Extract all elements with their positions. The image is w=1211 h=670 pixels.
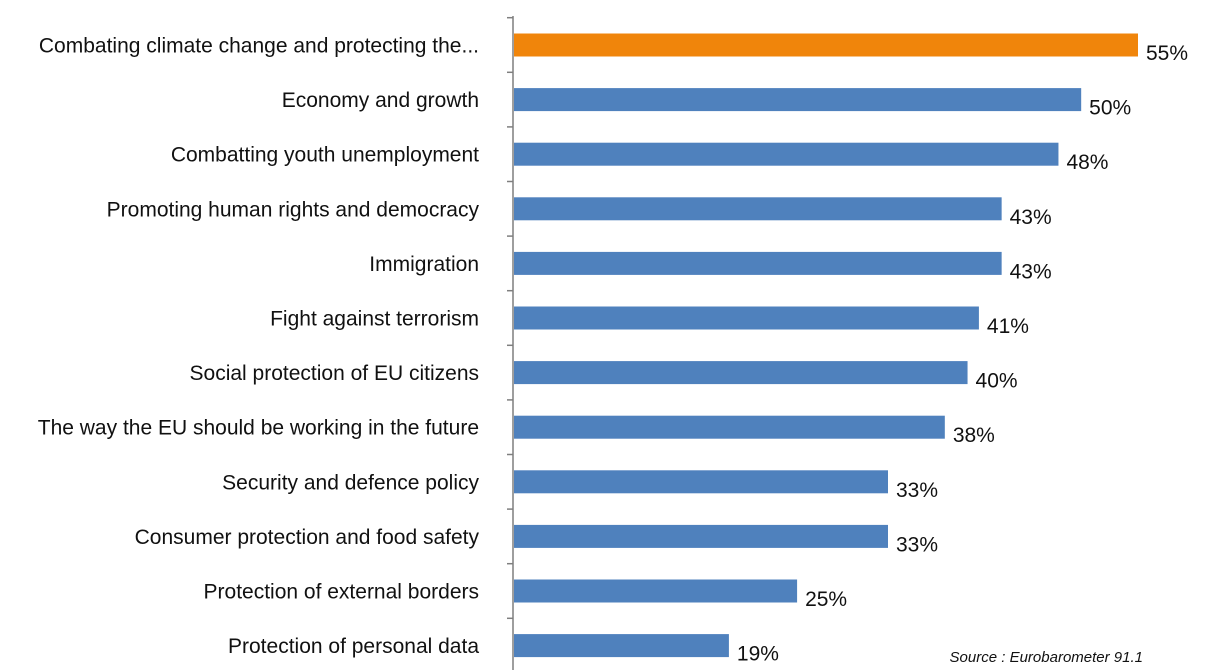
bar-8	[514, 415, 945, 439]
category-label: Immigration	[369, 253, 479, 276]
value-label: 40%	[976, 370, 1018, 393]
value-label: 38%	[953, 424, 995, 447]
category-label: Consumer protection and food safety	[135, 526, 480, 549]
axis-group	[507, 16, 514, 670]
bar-3	[514, 142, 1059, 166]
bar-5	[514, 251, 1002, 275]
category-label: Combatting youth unemployment	[171, 144, 479, 167]
category-label: Protection of external borders	[204, 581, 479, 604]
labels-group: Combating climate change and protecting …	[38, 35, 1188, 666]
value-label: 33%	[896, 479, 938, 502]
category-label: Combating climate change and protecting …	[39, 35, 479, 58]
bar-7	[514, 361, 968, 385]
category-label: Protection of personal data	[228, 635, 479, 658]
value-label: 19%	[737, 643, 779, 666]
value-label: 55%	[1146, 42, 1188, 65]
source-note: Source : Eurobarometer 91.1	[950, 649, 1143, 666]
value-label: 50%	[1089, 97, 1131, 120]
value-label: 43%	[1010, 260, 1052, 283]
bar-1	[514, 33, 1138, 57]
value-label: 48%	[1066, 151, 1108, 174]
category-label: Promoting human rights and democracy	[107, 198, 480, 221]
bars-group	[514, 33, 1138, 658]
bar-9	[514, 470, 888, 494]
category-label: Fight against terrorism	[270, 308, 479, 331]
category-label: The way the EU should be working in the …	[38, 417, 479, 440]
bar-2	[514, 88, 1082, 112]
bar-10	[514, 524, 888, 548]
value-label: 43%	[1010, 206, 1052, 229]
value-label: 41%	[987, 315, 1029, 338]
value-label: 33%	[896, 533, 938, 556]
bar-11	[514, 579, 798, 603]
category-label: Security and defence policy	[222, 471, 479, 494]
value-label: 25%	[805, 588, 847, 611]
bar-4	[514, 197, 1002, 221]
bar-12	[514, 634, 729, 658]
category-label: Economy and growth	[282, 89, 479, 112]
bar-6	[514, 306, 979, 330]
category-label: Social protection of EU citizens	[190, 362, 479, 385]
